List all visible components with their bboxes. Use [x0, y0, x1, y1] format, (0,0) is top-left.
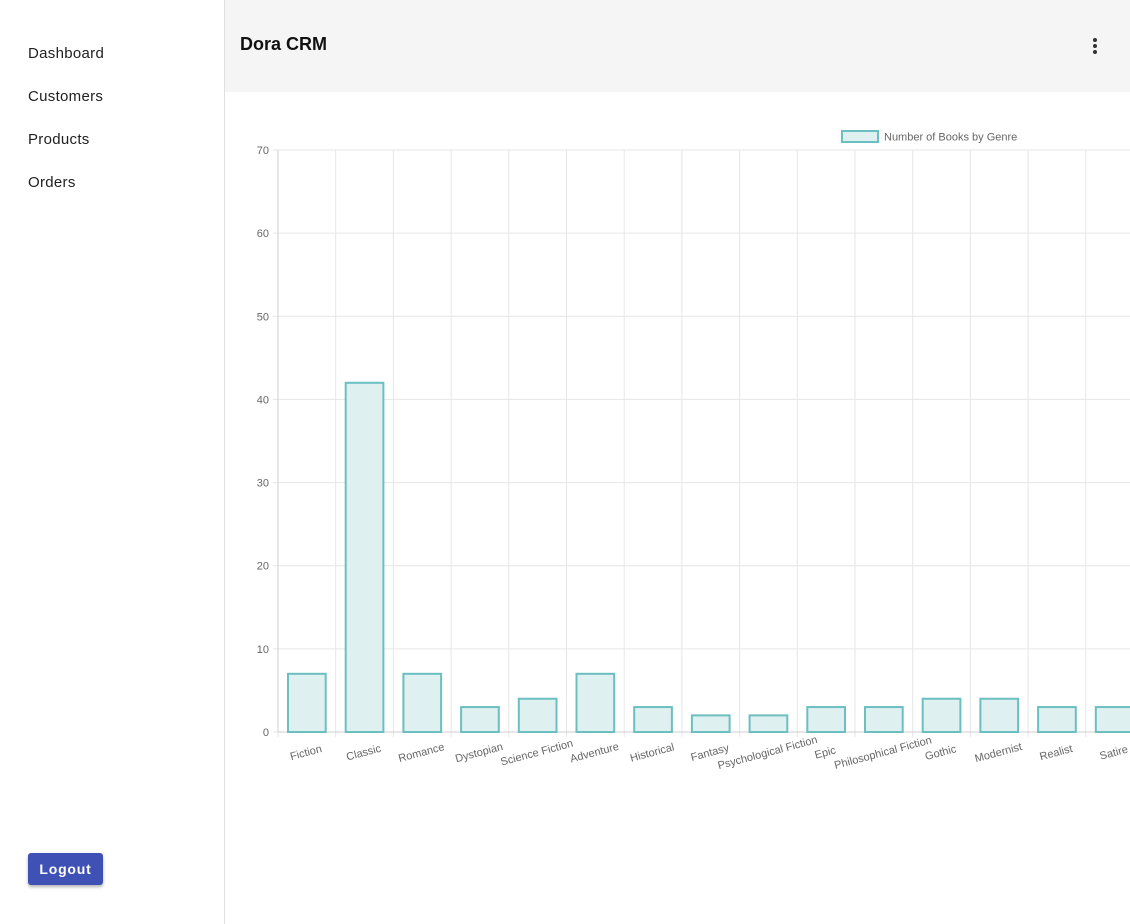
genre-bar-chart: 0 10 20 30 40 50 60 70 Fiction Classic Romance Dyst…: [257, 130, 1130, 772]
legend-swatch: [841, 130, 879, 143]
bar: [344, 381, 385, 733]
x-tick-label: Historical: [629, 741, 676, 764]
app-bar: Dora CRM: [225, 0, 1130, 92]
x-tick-label: Modernist: [974, 741, 1024, 765]
x-tick-label: Dystopian: [454, 741, 504, 765]
bar: [287, 672, 327, 733]
y-tick-label: 20: [257, 561, 269, 573]
bar: [1037, 706, 1077, 733]
y-tick-label: 40: [257, 394, 269, 406]
x-tick-label: Adventure: [569, 741, 621, 766]
x-tick-label: Psychological Fiction: [717, 734, 819, 772]
bar: [979, 697, 1020, 733]
x-tick-label: Classic: [345, 743, 383, 764]
sidebar-item-customers[interactable]: Customers: [28, 88, 104, 105]
page-title: Dora CRM: [240, 34, 328, 54]
bar: [517, 697, 558, 733]
x-tick-label: Science Fiction: [499, 738, 574, 769]
x-tick-label: Realist: [1038, 743, 1074, 763]
bar: [690, 714, 731, 733]
x-tick-label: Satire: [1098, 744, 1129, 763]
bar: [402, 672, 443, 733]
y-tick-label: 30: [257, 478, 269, 490]
bar: [1094, 706, 1130, 733]
logout-button[interactable]: Logout: [28, 853, 103, 885]
y-tick-label: 70: [257, 145, 269, 157]
more-vert-icon[interactable]: [1083, 30, 1107, 58]
x-tick-label: Philosophical Fiction: [833, 734, 933, 772]
sidebar: Dashboard Customers Products Orders Logo…: [0, 0, 225, 924]
bar: [748, 714, 789, 733]
sidebar-item-orders[interactable]: Orders: [28, 174, 76, 191]
sidebar-item-dashboard[interactable]: Dashboard: [28, 45, 105, 62]
bar: [460, 706, 500, 733]
y-tick-label: 0: [263, 727, 269, 739]
bar: [864, 706, 904, 733]
menu-dot: [1093, 44, 1097, 48]
bar: [806, 706, 846, 733]
sidebar-item-products[interactable]: Products: [28, 131, 90, 148]
y-tick-label: 60: [257, 228, 269, 240]
menu-dot: [1093, 38, 1097, 42]
x-tick-label: Fiction: [289, 743, 323, 763]
y-tick-label: 50: [257, 311, 269, 323]
bar: [575, 672, 616, 733]
x-tick-label: Romance: [397, 741, 446, 765]
y-tick-label: 10: [257, 644, 269, 656]
menu-dot: [1093, 50, 1097, 54]
bar: [921, 697, 962, 733]
x-tick-label: Epic: [813, 744, 837, 761]
bar: [633, 706, 673, 733]
legend-label: Number of Books by Genre: [884, 132, 1017, 144]
